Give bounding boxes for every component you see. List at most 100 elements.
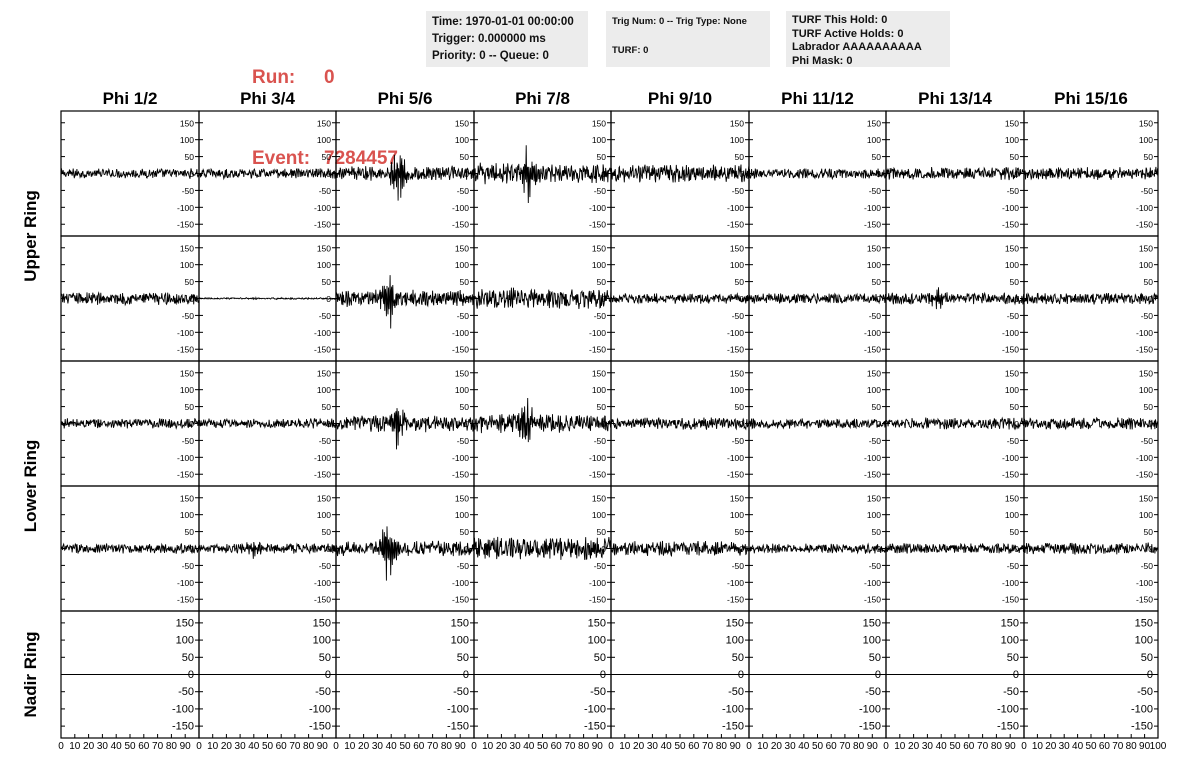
y-tick-label: -100 [997,703,1019,715]
y-tick-label: 50 [185,152,195,162]
y-tick-label: 150 [176,617,194,629]
y-tick-label: 150 [1005,368,1019,378]
y-tick-label: 100 [176,635,194,647]
y-tick-label: 150 [1139,493,1153,503]
waveform-trace [610,292,750,305]
y-tick-label: 150 [592,368,606,378]
y-tick-label: -150 [864,470,881,480]
x-tick-label: 90 [317,741,329,752]
y-tick-label: 100 [1139,260,1153,270]
y-tick-label: 100 [730,385,744,395]
y-tick-label: -100 [314,203,331,213]
y-tick-label: -150 [589,220,606,230]
y-tick-label: -50 [1007,561,1020,571]
y-tick-label: -100 [1136,453,1153,463]
y-tick-label: 150 [863,617,881,629]
column-header: Phi 11/12 [781,89,854,108]
y-tick-label: 100 [1005,135,1019,145]
y-tick-label: -150 [177,345,194,355]
x-tick-label: 30 [235,741,247,752]
y-tick-label: -150 [859,721,881,733]
x-tick-label: 60 [688,741,700,752]
y-tick-label: -50 [1141,186,1154,196]
column-header: Phi 1/2 [103,89,158,108]
y-tick-label: 50 [1144,277,1154,287]
y-tick-label: 100 [730,260,744,270]
y-tick-label: -100 [177,453,194,463]
y-tick-label: 150 [867,493,881,503]
waveform-trace [198,296,337,301]
waveform-trace [748,168,887,181]
x-tick-label: 80 [991,741,1003,752]
y-tick-label: 0 [739,294,744,304]
x-tick-label: 70 [839,741,851,752]
waveform-trace [335,526,475,581]
y-tick-label: -150 [452,220,469,230]
y-tick-label: -150 [589,595,606,605]
y-tick-label: -50 [453,686,469,698]
y-tick-label: 100 [1135,635,1153,647]
x-tick-label: 40 [111,741,123,752]
x-tick-label: 40 [661,741,673,752]
y-tick-label: -50 [178,686,194,698]
waveform-trace [473,397,612,443]
y-tick-label: -50 [594,561,607,571]
y-tick-label: -100 [452,453,469,463]
x-tick-label: 10 [757,741,769,752]
y-tick-label: 100 [317,385,331,395]
y-tick-label: 100 [867,135,881,145]
y-tick-label: 50 [735,277,745,287]
y-tick-label: -150 [864,345,881,355]
y-tick-label: -100 [452,328,469,338]
y-tick-label: 100 [726,635,744,647]
trigger-text: Trigger: 0.000000 ms [432,33,546,45]
y-tick-label: -50 [590,686,606,698]
y-tick-label: -50 [869,436,882,446]
y-tick-label: -100 [864,203,881,213]
x-tick-label: 10 [619,741,631,752]
y-tick-label: -100 [314,578,331,588]
y-tick-label: 0 [601,294,606,304]
y-tick-label: -150 [452,470,469,480]
y-tick-label: -150 [314,470,331,480]
y-tick-label: -50 [182,436,195,446]
y-tick-label: 150 [455,118,469,128]
x-tick-label: 50 [262,741,274,752]
waveform-trace [885,166,1025,181]
y-tick-label: 0 [876,419,881,429]
y-tick-label: -50 [869,186,882,196]
x-tick-label: 60 [551,741,563,752]
y-tick-label: -150 [1002,345,1019,355]
y-tick-label: -50 [728,686,744,698]
y-tick-label: -150 [177,470,194,480]
y-tick-label: -100 [1136,203,1153,213]
phi-mask-text: Phi Mask: 0 [792,54,853,67]
y-tick-label: -150 [452,345,469,355]
x-tick-label: 80 [578,741,590,752]
y-tick-label: -150 [1002,595,1019,605]
y-tick-label: -100 [447,703,469,715]
y-tick-label: -150 [864,595,881,605]
y-tick-label: 50 [1141,652,1153,664]
x-tick-label: 40 [523,741,535,752]
priority-text: Priority: 0 -- Queue: 0 [432,50,549,62]
y-tick-label: -150 [727,470,744,480]
y-tick-label: -100 [584,703,606,715]
x-tick-label: 70 [1112,741,1124,752]
y-tick-label: -50 [319,436,332,446]
x-tick-label: 50 [124,741,136,752]
x-tick-label: 30 [97,741,109,752]
waveform-trace [198,167,337,181]
x-tick-label: 90 [1139,741,1151,752]
y-tick-label: -150 [584,721,606,733]
y-tick-label: -150 [864,220,881,230]
y-tick-label: 150 [867,243,881,253]
y-tick-label: -150 [309,721,331,733]
y-tick-label: 150 [317,368,331,378]
y-tick-label: 50 [735,402,745,412]
x-tick-label: 70 [289,741,301,752]
x-tick-label: 50 [537,741,549,752]
y-tick-label: -50 [1141,436,1154,446]
y-tick-label: 0 [600,669,606,681]
x-tick-label: 100 [1150,741,1167,752]
